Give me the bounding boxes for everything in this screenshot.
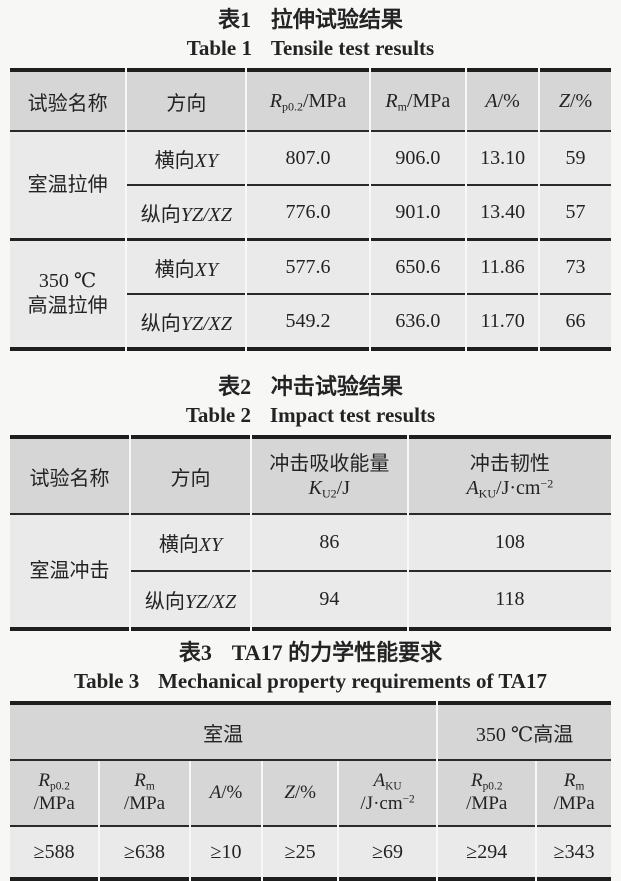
t1-g1r2-direction: 纵向YZ/XZ [127, 186, 246, 241]
t3-value-a: ≥10 [190, 827, 262, 881]
t3-header-rm-ht: Rm/MPa [537, 761, 611, 827]
t1-header-rp02: Rp0.2/MPa [247, 68, 369, 132]
t3-header-z: Z/% [263, 761, 337, 827]
t2-g1r2-direction: 纵向YZ/XZ [131, 572, 250, 631]
t1-g1r2-a: 13.40 [467, 186, 539, 241]
table1-label-en: Table 1 [186, 36, 252, 60]
table3-caption-zh: TA17 的力学性能要求 [231, 640, 443, 665]
table2-title-zh: 表2 冲击试验结果 [8, 373, 613, 401]
table2-label-zh: 表2 [218, 374, 252, 399]
mechanical-requirements-table: 室温 350 ℃高温 Rp0.2/MPa Rm/MPa A/% Z/% AKU /… [8, 701, 613, 881]
t1-g2r2-rp: 549.2 [247, 295, 369, 351]
table2-caption-zh: 冲击试验结果 [270, 374, 403, 399]
table1-title-en: Table 1 Tensile test results [8, 34, 613, 62]
table2-label-en: Table 2 [185, 403, 251, 427]
t1-g1r1-rp: 807.0 [247, 132, 369, 186]
t3-header-rp02-ht: Rp0.2/MPa [438, 761, 536, 827]
t1-g1r2-rm: 901.0 [370, 186, 466, 241]
t1-g1r1-a: 13.10 [467, 132, 539, 186]
t1-g2r1-z: 73 [540, 241, 611, 295]
table3-title-zh: 表3 TA17 的力学性能要求 [8, 639, 613, 667]
t1-g2r2-direction: 纵向YZ/XZ [127, 295, 246, 351]
table3-label-en: Table 3 [74, 669, 140, 693]
t2-header-direction: 方向 [131, 435, 250, 515]
spacer [8, 351, 613, 373]
t2-g1r2-toughness: 118 [408, 572, 611, 631]
t2-g1r1-toughness: 108 [408, 515, 611, 572]
t1-g2r1-a: 11.86 [467, 241, 539, 295]
t3-header-aku: AKU/J·cm−2 [338, 761, 437, 827]
t3-value-rp: ≥588 [10, 827, 99, 881]
t1-g1r1-direction: 横向XY [127, 132, 246, 186]
t1-g2r1-rp: 577.6 [247, 241, 369, 295]
t1-header-z: Z/% [540, 68, 611, 132]
t3-header-a: A/% [190, 761, 262, 827]
tensile-test-table: 试验名称 方向 Rp0.2/MPa Rm/MPa A/% Z/% 室温拉伸 横向… [8, 68, 613, 351]
t1-header-test-name: 试验名称 [10, 68, 126, 132]
t1-g2r2-rm: 636.0 [370, 295, 466, 351]
t1-g2r2-a: 11.70 [467, 295, 539, 351]
spacer [8, 631, 613, 639]
t1-g2r1-rm: 650.6 [370, 241, 466, 295]
t1-header-rm: Rm/MPa [370, 68, 466, 132]
t3-value-rm-ht: ≥343 [537, 827, 611, 881]
table1-title-zh: 表1 拉伸试验结果 [8, 6, 613, 34]
t3-value-z: ≥25 [263, 827, 337, 881]
t1-g2r1-direction: 横向XY [127, 241, 246, 295]
t1-group-room-temp: 室温拉伸 [10, 132, 126, 241]
table3-label-zh: 表3 [178, 640, 212, 665]
t1-g1r2-rp: 776.0 [247, 186, 369, 241]
t1-group-high-temp: 350 ℃ 高温拉伸 [10, 241, 126, 351]
t2-group-room-temp: 室温冲击 [10, 515, 129, 631]
t1-header-direction: 方向 [127, 68, 246, 132]
table3-caption-en: Mechanical property requirements of TA17 [158, 669, 547, 693]
t3-header-rp02: Rp0.2/MPa [10, 761, 99, 827]
t3-group-high-temp: 350 ℃高温 [438, 701, 611, 761]
table2-caption-en: Impact test results [269, 403, 436, 427]
t3-group-room-temp: 室温 [10, 701, 437, 761]
table1-caption-en: Tensile test results [270, 36, 435, 60]
t1-g1r2-z: 57 [540, 186, 611, 241]
t2-g1r1-direction: 横向XY [131, 515, 250, 572]
table1-label-zh: 表1 [218, 7, 252, 32]
t1-g2r2-z: 66 [540, 295, 611, 351]
table2-title-en: Table 2 Impact test results [8, 401, 613, 429]
t2-g1r1-energy: 86 [252, 515, 407, 572]
t2-header-test-name: 试验名称 [10, 435, 129, 515]
t2-g1r2-energy: 94 [252, 572, 407, 631]
t2-header-impact-toughness: 冲击韧性 AKU/J·cm−2 [408, 435, 611, 515]
table3-title-en: Table 3 Mechanical property requirements … [8, 667, 613, 695]
t3-header-rm: Rm/MPa [100, 761, 189, 827]
t3-value-aku: ≥69 [338, 827, 437, 881]
t1-header-a: A/% [467, 68, 539, 132]
table1-caption-zh: 拉伸试验结果 [270, 7, 403, 32]
t3-value-rm: ≥638 [100, 827, 189, 881]
impact-test-table: 试验名称 方向 冲击吸收能量 KU2/J 冲击韧性 AKU/J·cm−2 室温冲… [8, 435, 613, 631]
t1-g1r1-z: 59 [540, 132, 611, 186]
t1-g1r1-rm: 906.0 [370, 132, 466, 186]
t2-header-absorbed-energy: 冲击吸收能量 KU2/J [252, 435, 407, 515]
t3-value-rp-ht: ≥294 [438, 827, 536, 881]
